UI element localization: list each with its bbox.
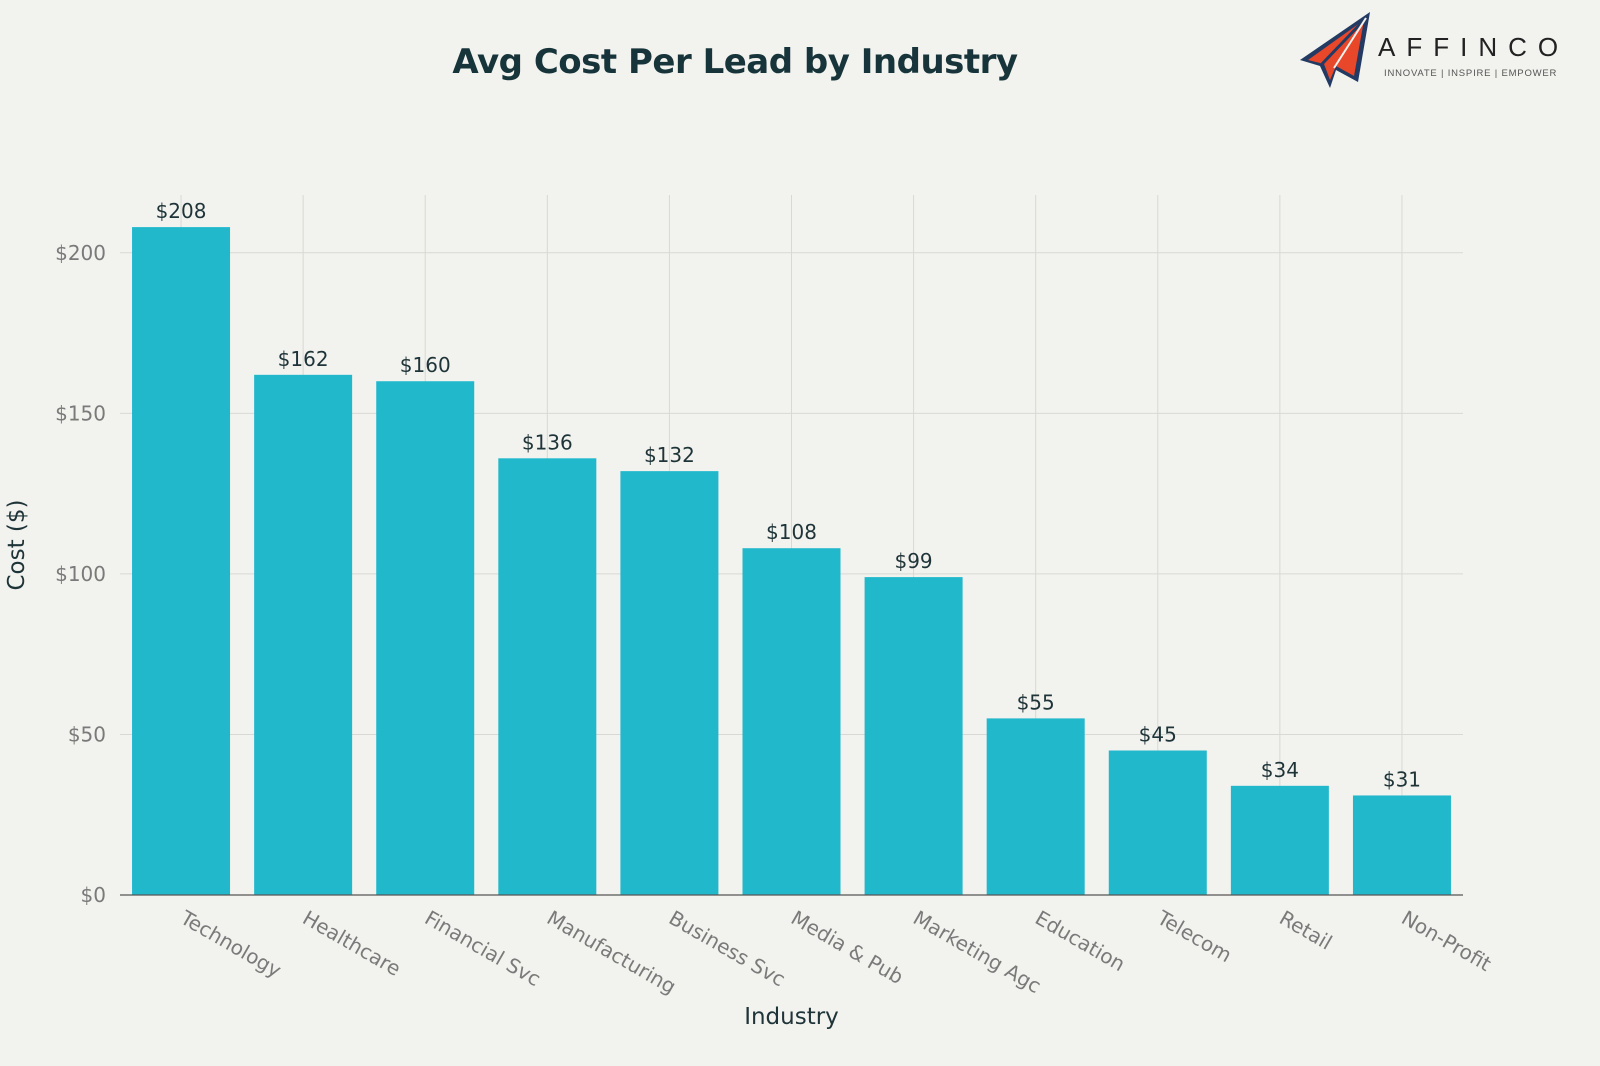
x-tick-label: Media & Pub — [787, 906, 908, 990]
x-tick-label: Financial Svc — [421, 906, 545, 992]
bar-telecom — [1108, 750, 1207, 895]
y-tick-label: $100 — [55, 562, 106, 586]
data-label: $132 — [644, 443, 695, 467]
bar-financial-svc — [376, 381, 475, 895]
bar-business-svc — [620, 471, 719, 895]
bar-non-profit — [1352, 795, 1451, 895]
x-tick-label: Education — [1031, 906, 1129, 977]
x-tick-label: Retail — [1275, 906, 1336, 955]
bar-media-pub — [742, 548, 841, 895]
data-label: $160 — [400, 353, 451, 377]
bar-retail — [1230, 785, 1329, 895]
bar-technology — [132, 227, 231, 895]
logo-tagline: INNOVATE | INSPIRE | EMPOWER — [1384, 68, 1557, 79]
data-label: $162 — [278, 347, 329, 371]
x-tick-label: Telecom — [1152, 905, 1236, 967]
data-label: $45 — [1139, 723, 1177, 747]
x-tick-label: Technology — [176, 905, 286, 982]
x-tick-label: Business Svc — [665, 906, 790, 992]
affinco-logo: AFFINCO INNOVATE | INSPIRE | EMPOWER — [1300, 12, 1569, 88]
logo-wordmark: AFFINCO — [1378, 32, 1569, 62]
data-label: $208 — [156, 199, 207, 223]
data-label: $31 — [1383, 767, 1421, 791]
x-tick-label: Healthcare — [299, 906, 405, 981]
y-axis-title: Cost ($) — [4, 499, 30, 590]
x-tick-label: Manufacturing — [543, 906, 680, 999]
paper-plane-icon — [1300, 12, 1370, 88]
x-tick-label: Marketing Agc — [909, 906, 1045, 998]
y-tick-label: $150 — [55, 401, 106, 425]
y-tick-label: $50 — [68, 722, 106, 746]
bar-healthcare — [254, 374, 353, 895]
data-label: $99 — [894, 549, 932, 573]
data-label: $34 — [1261, 758, 1299, 782]
bar-marketing-agc — [864, 577, 963, 895]
bar-manufacturing — [498, 458, 597, 895]
y-tick-label: $0 — [81, 883, 106, 907]
chart-title: Avg Cost Per Lead by Industry — [452, 42, 1018, 82]
data-label: $108 — [766, 520, 817, 544]
data-label: $136 — [522, 430, 573, 454]
x-axis-title: Industry — [744, 1004, 839, 1030]
data-label: $55 — [1017, 690, 1055, 714]
bar-education — [986, 718, 1085, 895]
x-tick-label: Non-Profit — [1397, 906, 1495, 976]
y-tick-label: $200 — [55, 241, 106, 265]
